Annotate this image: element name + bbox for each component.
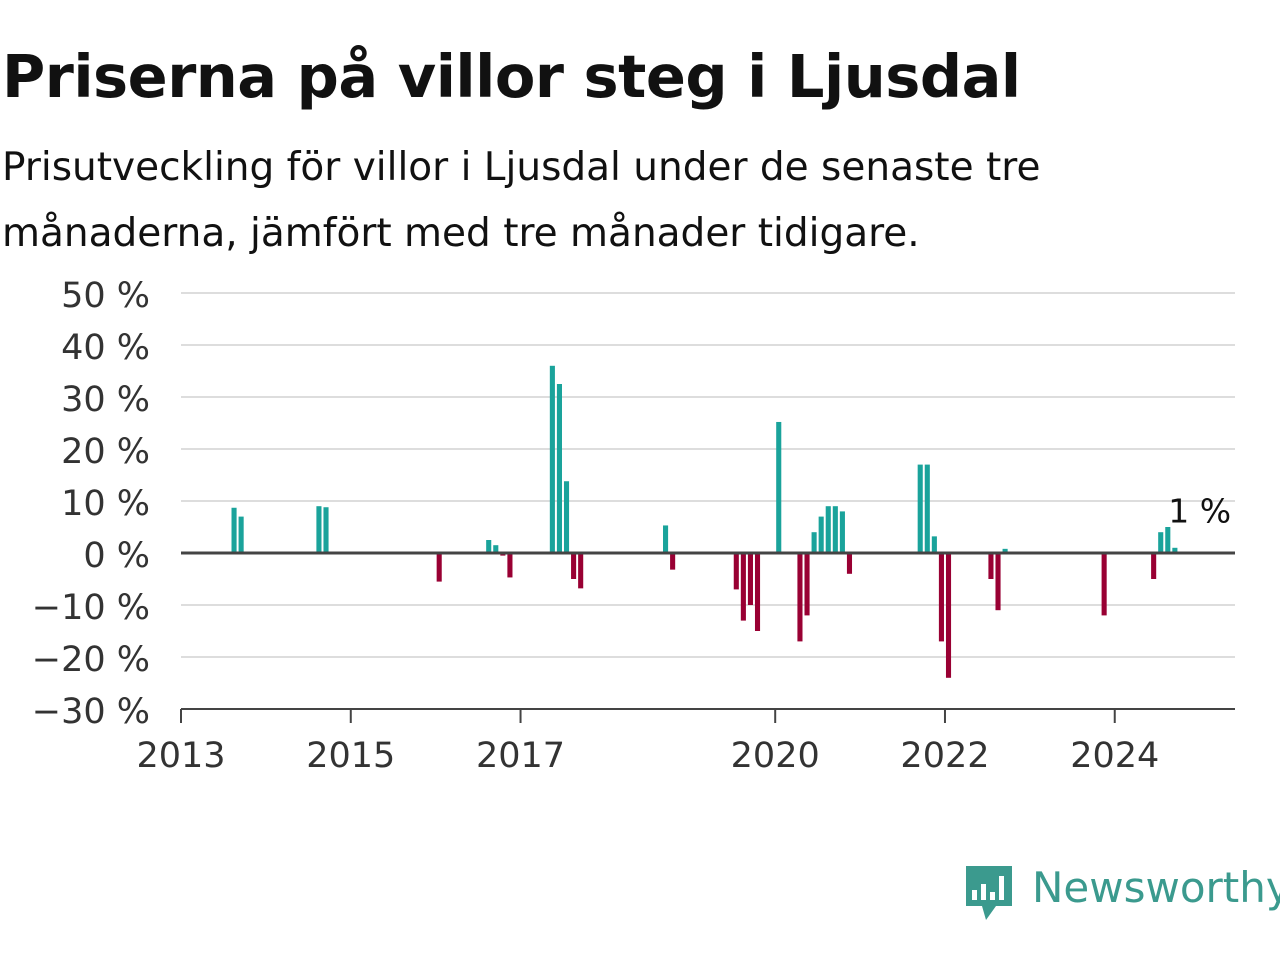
bar [1101,553,1107,616]
bar [931,536,937,553]
newsworthy-logo: Newsworthy [962,862,1280,926]
bar [507,553,513,578]
bar [578,553,584,589]
bar [238,516,244,553]
y-tick-label: 50 % [61,276,150,316]
y-tick-label: 0 % [83,536,150,576]
bar [945,553,952,678]
bar [754,553,761,631]
y-tick-label: 40 % [61,328,150,368]
y-tick-label: 30 % [61,380,150,420]
bar [839,511,845,553]
y-tick-label: 10 % [61,484,150,524]
y-tick-label: −20 % [32,640,150,680]
bar [1165,527,1171,553]
y-tick-label: −30 % [32,692,150,732]
bar [316,506,322,553]
bar [436,553,442,582]
x-tick-label: 2013 [136,736,225,776]
y-tick-label: −10 % [32,588,150,628]
annotation-label: 1 % [1168,492,1231,531]
bar [231,507,237,553]
x-tick-label: 2015 [306,736,395,776]
bar [733,553,739,590]
bar [549,365,555,553]
bar [556,384,562,553]
chart-subtitle: Prisutveckling för villor i Ljusdal unde… [2,145,1041,256]
bar [740,553,746,621]
bar [917,464,923,553]
bar [797,553,803,642]
bar [670,553,676,570]
tick-labels: 50 %40 %30 %20 %10 %0 %−10 %−20 %−30 %20… [32,276,1231,776]
bar [663,525,669,553]
bars [231,365,1178,678]
bar [804,553,810,616]
bar [776,421,782,553]
bar [995,553,1001,611]
bar [846,553,853,574]
bar [486,540,492,553]
newsworthy-chart-icon [966,866,1012,920]
x-tick-label: 2022 [900,736,989,776]
x-tick-label: 2024 [1070,736,1159,776]
bar [825,506,831,553]
bar [832,506,838,553]
bar [924,464,930,553]
bar [323,507,329,553]
bar [1151,553,1157,579]
bar [1158,532,1164,553]
bar [1002,548,1008,553]
gridlines [181,292,1235,710]
x-tick-label: 2017 [476,736,565,776]
axes [180,551,1235,723]
logo-text: Newsworthy [1032,863,1280,912]
x-tick-label: 2020 [731,736,820,776]
bar [988,553,994,579]
bar [563,481,570,553]
bar [818,516,824,553]
bar [938,553,944,642]
bar [1172,547,1178,553]
y-tick-label: 20 % [61,432,150,472]
bar [811,532,817,553]
bar [747,553,753,605]
bar [571,553,577,579]
chart-title: Priserna på villor steg i Ljusdal [2,42,1021,111]
bar [493,545,499,553]
